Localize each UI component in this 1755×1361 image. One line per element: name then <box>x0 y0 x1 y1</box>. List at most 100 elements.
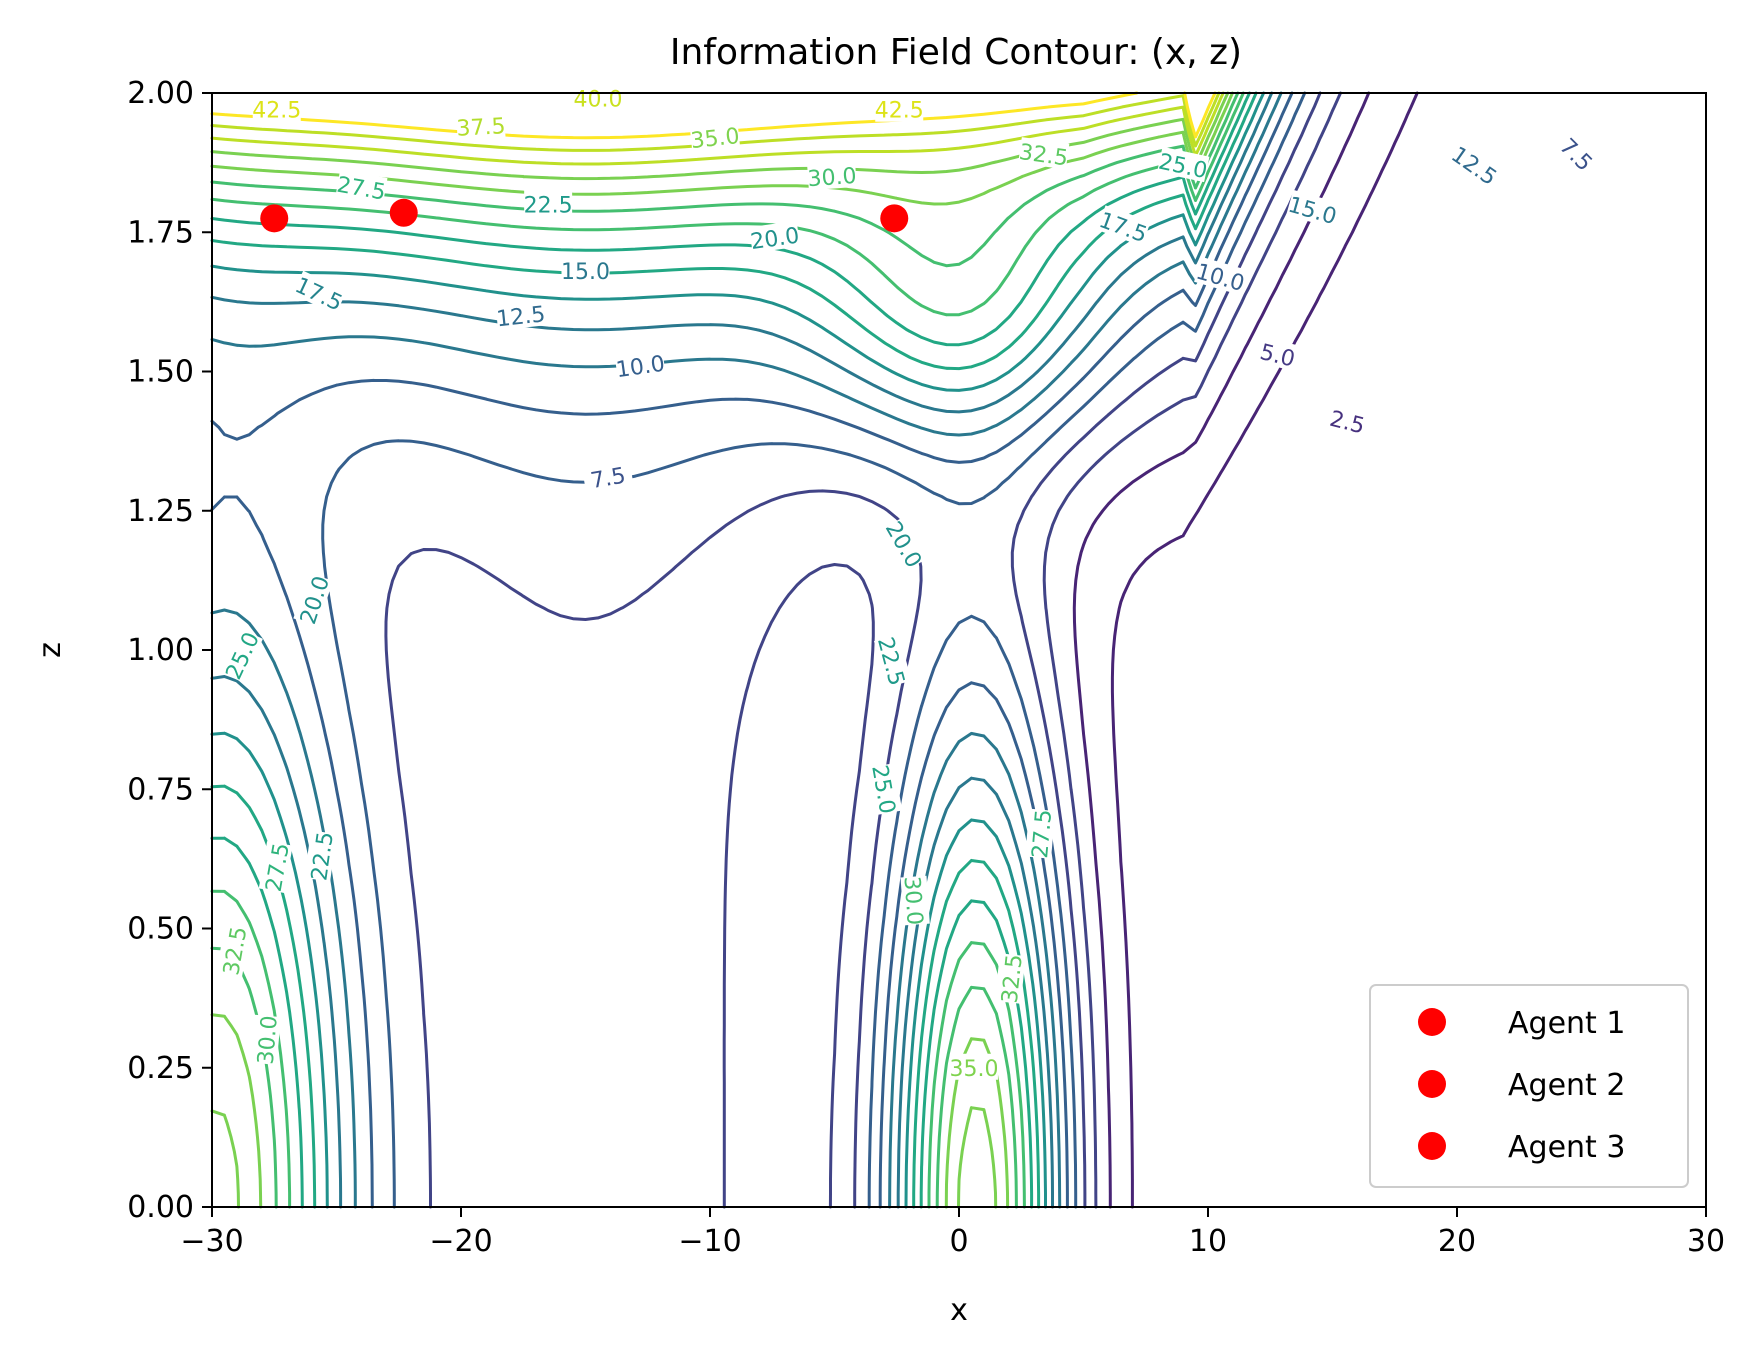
contour-label: 12.5 <box>495 299 547 332</box>
x-axis: −30 −20 −10 0 10 20 30 <box>180 1207 1725 1259</box>
contour-label: 35.0 <box>949 1053 998 1082</box>
contour-label-bg <box>304 830 337 882</box>
contour-label: 42.5 <box>875 95 924 124</box>
contour-label-bg <box>1447 140 1503 190</box>
contour-label-bg <box>900 875 930 926</box>
contour-label: 27.5 <box>335 169 388 206</box>
y-tick-label: 1.00 <box>127 633 194 668</box>
contour-label-bg <box>1025 808 1056 859</box>
contour-label-bg <box>252 95 301 122</box>
agent-2-marker <box>389 198 418 227</box>
contour-label-bg <box>807 160 857 191</box>
contour-label-bg <box>1286 189 1340 229</box>
x-tick-label: −20 <box>429 1224 492 1259</box>
contour-label-text: 15.0 <box>561 260 610 285</box>
contour-label-bg <box>1157 146 1210 183</box>
contour-label-text: 40.0 <box>573 88 622 113</box>
y-axis-label: z <box>33 642 68 658</box>
y-tick-label: 1.50 <box>127 355 194 390</box>
y-tick-label: 1.75 <box>127 215 194 250</box>
contour-line-37.5 <box>210 91 1230 1209</box>
chart-title: Information Field Contour: (x, z) <box>670 32 1242 73</box>
x-tick-label: 10 <box>1189 1224 1227 1259</box>
contour-label-bg <box>219 627 263 683</box>
contour-label-text: 30.0 <box>807 164 858 192</box>
contour-line-2.5 <box>1110 91 1419 1209</box>
contour-label-bg <box>873 634 912 688</box>
legend-marker-agent-3 <box>1418 1132 1446 1160</box>
legend-label-agent-3: Agent 3 <box>1508 1130 1625 1165</box>
agent-1-marker <box>260 204 289 233</box>
contour-label-text: 30.0 <box>254 1015 283 1066</box>
contour-label-bg <box>1018 137 1070 170</box>
contour-label-bg <box>689 121 741 153</box>
contour-label: 22.5 <box>524 190 573 218</box>
legend-box <box>1369 984 1689 1188</box>
x-tick-label: −30 <box>180 1224 243 1259</box>
y-tick-label: 0.75 <box>127 772 194 807</box>
contour-label-bg <box>561 257 610 284</box>
contour-label-bg <box>875 95 924 122</box>
contour-label-bg <box>881 516 929 571</box>
contour-line-30 <box>210 91 1245 1209</box>
contour-label-bg <box>1321 402 1375 440</box>
contour-label-bg <box>524 190 573 217</box>
contour-label-bg <box>292 270 347 315</box>
agent-markers <box>260 198 909 233</box>
contour-label: 5.0 <box>1251 335 1305 373</box>
contour-label-text: 22.5 <box>524 193 573 218</box>
contour-line-7.5 <box>722 91 1342 1209</box>
contour-label-text: 12.5 <box>495 302 546 332</box>
contour-label: 37.5 <box>456 111 506 142</box>
contour-label-bg <box>1551 127 1604 180</box>
contour-label-text: 32.5 <box>998 953 1028 1004</box>
contour-label-bg <box>949 1053 998 1080</box>
contour-label: 27.5 <box>1025 808 1057 859</box>
contour-label-bg <box>1194 256 1248 295</box>
contour-label-bg <box>868 763 903 815</box>
agent-3-marker <box>880 204 909 233</box>
contour-label: 30.0 <box>250 1015 283 1066</box>
contour-label-bg <box>614 348 666 382</box>
contour-label: 7.5 <box>581 459 634 494</box>
contour-label-text: 35.0 <box>949 1057 998 1082</box>
y-axis: 0.00 0.25 0.50 0.75 1.00 1.25 1.50 1.75 2.00 <box>127 76 212 1225</box>
contour-label: 15.0 <box>561 257 610 285</box>
contour-label: 30.0 <box>807 160 858 192</box>
contour-line-20 <box>210 91 1274 1209</box>
legend-label-agent-1: Agent 1 <box>1508 1006 1625 1041</box>
contour-label-bg <box>293 572 333 627</box>
contour-label-bg <box>581 459 634 494</box>
y-tick-label: 0.50 <box>127 912 194 947</box>
contour-line-10 <box>384 91 1322 1209</box>
contour-label-bg <box>258 841 293 893</box>
contour-line-22.5 <box>210 91 1266 1209</box>
contour-label-text: 35.0 <box>689 124 740 154</box>
legend-marker-agent-1 <box>1418 1008 1446 1036</box>
contour-label-text: 30.0 <box>899 875 927 926</box>
contour-label: 40.0 <box>573 84 622 113</box>
contour-label-text: 42.5 <box>875 99 924 124</box>
contour-label-bg <box>495 299 546 331</box>
x-tick-label: 20 <box>1438 1224 1476 1259</box>
contour-label-bg <box>1096 205 1151 247</box>
y-tick-label: 0.25 <box>127 1051 194 1086</box>
x-tick-label: −10 <box>678 1224 741 1259</box>
legend-label-agent-2: Agent 2 <box>1508 1068 1625 1103</box>
contour-lines <box>210 91 1419 1209</box>
contour-label: 30.0 <box>899 875 930 926</box>
y-tick-label: 1.25 <box>127 494 194 529</box>
contour-label-bg <box>1251 335 1305 373</box>
contour-label-bg <box>994 953 1026 1004</box>
x-tick-label: 0 <box>949 1224 968 1259</box>
x-tick-label: 30 <box>1687 1224 1725 1259</box>
contour-line-40 <box>210 91 1225 166</box>
contour-label-text: 7.5 <box>589 463 628 494</box>
legend: Agent 1 Agent 2 Agent 3 <box>1369 984 1689 1188</box>
plot-area: 42.537.540.0 42.535.032.5 25.030.027.522.5… <box>210 84 1707 1209</box>
contour-label-text: 42.5 <box>252 99 301 124</box>
contour-label-bg <box>456 111 506 140</box>
contour-label: 35.0 <box>689 121 741 154</box>
contour-label-bg <box>335 169 388 204</box>
